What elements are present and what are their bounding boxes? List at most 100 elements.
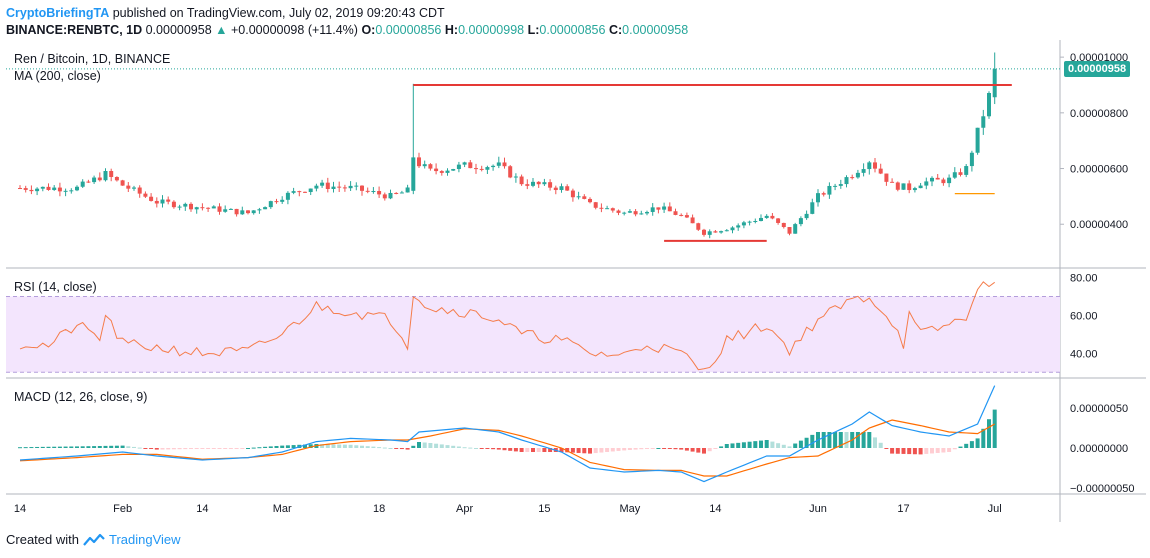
rsi-y-tick-label: 40.00 xyxy=(1070,348,1098,360)
low-value: 0.00000856 xyxy=(539,23,606,37)
macd-histogram-bar xyxy=(502,448,507,451)
candle-body xyxy=(895,182,900,190)
macd-histogram-bar xyxy=(576,448,581,453)
rsi-y-tick-label: 60.00 xyxy=(1070,310,1098,322)
macd-histogram-bar xyxy=(63,446,68,448)
candle-body xyxy=(46,186,51,190)
candle-body xyxy=(588,198,592,203)
macd-histogram-bar xyxy=(285,445,290,448)
candle-body xyxy=(958,172,963,175)
price-y-tick-label: 0.00000800 xyxy=(1070,108,1128,120)
macd-histogram-bar xyxy=(884,448,889,449)
tradingview-brand[interactable]: TradingView xyxy=(108,532,181,547)
open-label: O: xyxy=(361,23,376,37)
macd-histogram-bar xyxy=(969,441,974,448)
candle-body xyxy=(200,207,205,209)
macd-histogram-bar xyxy=(280,445,285,448)
candle-body xyxy=(263,207,268,210)
candle-body xyxy=(422,164,427,167)
macd-histogram-bar xyxy=(793,443,798,448)
candle-body xyxy=(747,221,752,223)
price-y-tick-label: 0.00000400 xyxy=(1070,219,1128,231)
macd-histogram-bar xyxy=(616,448,621,451)
macd-histogram-bar xyxy=(382,447,387,449)
macd-histogram-bar xyxy=(114,445,119,448)
candle-body xyxy=(314,185,319,189)
symbol-name[interactable]: BINANCE:RENBTC, 1D xyxy=(6,23,143,37)
candle-body xyxy=(206,207,211,209)
candle-body xyxy=(662,206,667,210)
macd-histogram-bar xyxy=(947,448,952,452)
macd-histogram-bar xyxy=(337,444,342,448)
x-tick-label: May xyxy=(620,503,641,515)
candle-body xyxy=(838,184,843,186)
candle-body xyxy=(223,209,228,212)
macd-histogram-bar xyxy=(160,448,165,450)
macd-histogram-bar xyxy=(456,446,461,448)
candle-body xyxy=(890,181,895,183)
macd-histogram-bar xyxy=(764,440,769,448)
chart-canvas[interactable]: 14 Feb 14 Mar 18 Apr 15 May 14 Jun 17 Jul 0.00001000… xyxy=(6,40,1146,522)
macd-histogram-bar xyxy=(662,448,667,449)
macd-histogram-bar xyxy=(599,448,604,453)
x-tick-label: 17 xyxy=(897,503,909,515)
candle-body xyxy=(394,192,399,194)
candle-body xyxy=(75,186,79,191)
macd-histogram-bar xyxy=(23,447,28,449)
macd-histogram-bar xyxy=(559,448,564,452)
candle-body xyxy=(303,191,307,193)
price-pane-title[interactable]: Ren / Bitcoin, 1D, BINANCE xyxy=(14,52,171,66)
candle-body xyxy=(377,191,382,195)
macd-histogram-bar xyxy=(747,441,752,448)
macd-histogram-bar xyxy=(684,448,689,451)
macd-histogram-bar xyxy=(246,448,250,449)
candle-body xyxy=(759,217,763,222)
close-label: C: xyxy=(608,23,623,37)
author-link[interactable]: CryptoBriefingTA xyxy=(6,6,110,20)
macd-histogram-bar xyxy=(542,448,547,452)
macd-histogram-bar xyxy=(342,444,347,448)
candle-body xyxy=(582,196,587,199)
macd-histogram-bar xyxy=(519,448,524,452)
macd-histogram-bar xyxy=(593,448,598,454)
macd-histogram-bar xyxy=(690,448,695,452)
macd-histogram-bar xyxy=(166,448,171,450)
published-text: published on TradingView.com, July 02, 2… xyxy=(112,6,445,20)
candle-body xyxy=(399,192,404,194)
candle-body xyxy=(907,183,912,191)
candle-body xyxy=(969,152,974,167)
macd-histogram-bar xyxy=(211,448,216,449)
candle-body xyxy=(211,206,216,209)
macd-histogram-bar xyxy=(912,448,917,455)
macd-histogram-bar xyxy=(103,445,108,448)
macd-histogram-bar xyxy=(656,448,661,449)
close-value: 0.00000958 xyxy=(622,23,689,37)
candle-body xyxy=(371,191,376,193)
macd-histogram-bar xyxy=(833,432,838,448)
candle-body xyxy=(320,182,325,186)
candle-body xyxy=(690,217,695,224)
macd-histogram-bar xyxy=(753,441,758,448)
candle-body xyxy=(605,208,610,210)
candle-body xyxy=(166,199,171,202)
price-y-tick-label: 0.00001000 xyxy=(1070,52,1128,64)
candle-body xyxy=(251,210,256,214)
macd-histogram-bar xyxy=(798,440,803,448)
macd-pane-title[interactable]: MACD (12, 26, close, 9) xyxy=(14,390,148,404)
candle-body xyxy=(850,177,855,179)
candle-body xyxy=(639,213,644,215)
x-tick-label: Feb xyxy=(113,503,132,515)
macd-histogram-bar xyxy=(137,447,142,449)
macd-histogram-bar xyxy=(981,428,986,448)
high-value: 0.00000998 xyxy=(458,23,525,37)
macd-histogram-bar xyxy=(667,448,672,449)
ma-indicator-title[interactable]: MA (200, close) xyxy=(14,69,101,83)
candle-body xyxy=(542,182,547,185)
rsi-pane-title[interactable]: RSI (14, close) xyxy=(14,280,97,294)
chart-frame[interactable]: 14 Feb 14 Mar 18 Apr 15 May 14 Jun 17 Jul 0.00001000… xyxy=(6,40,1146,522)
macd-histogram-bar xyxy=(462,447,467,449)
candle-body xyxy=(964,166,969,175)
candle-body xyxy=(468,162,473,169)
macd-histogram-bar xyxy=(40,446,45,448)
macd-histogram-bar xyxy=(941,448,946,453)
